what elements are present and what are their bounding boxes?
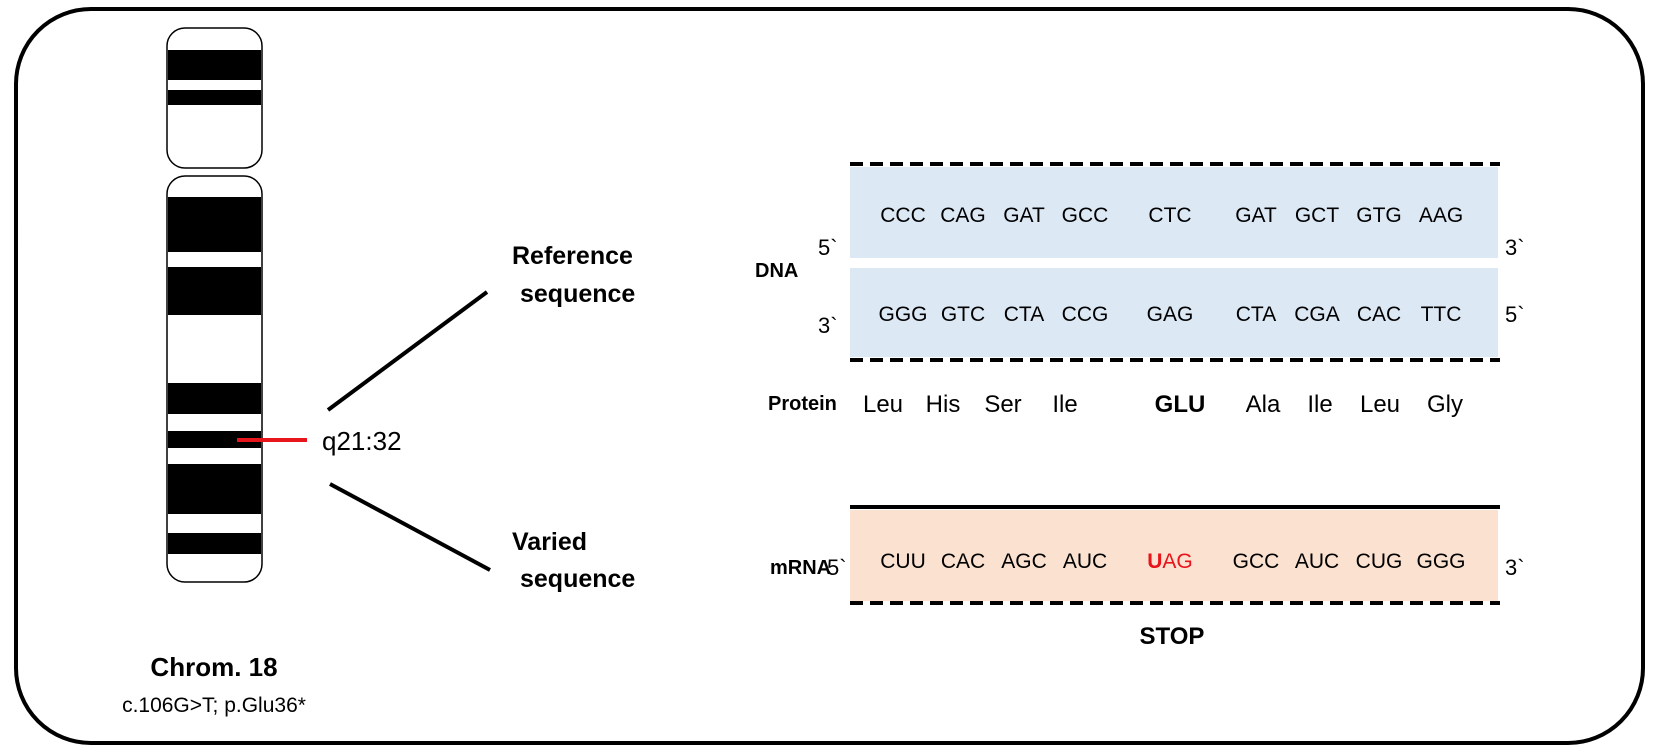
dna-top-codon: GAT xyxy=(1235,204,1277,227)
protein-residue: Leu xyxy=(863,391,903,418)
chromosome-band xyxy=(168,464,261,514)
protein-residue: Leu xyxy=(1360,391,1400,418)
dna-top-codon: GCC xyxy=(1062,204,1109,227)
chromosome-band xyxy=(168,383,261,414)
dna-top-codon: CTC xyxy=(1148,204,1191,227)
mrna-codon: CUU xyxy=(880,550,926,573)
chromosome-band xyxy=(168,431,261,448)
protein-residue: His xyxy=(926,391,961,418)
varied-label-1: Varied xyxy=(512,528,587,556)
dna-bottom-5prime: 5` xyxy=(1505,302,1525,327)
protein-label: Protein xyxy=(768,393,837,415)
chromosome-band xyxy=(168,90,261,105)
mutated-rest: AG xyxy=(1162,550,1192,573)
dna-bottom-codon: CAC xyxy=(1357,303,1401,326)
protein-residue: Gly xyxy=(1427,391,1463,418)
chromosome-band xyxy=(168,50,261,80)
dna-bottom-codon: CTA xyxy=(1004,303,1044,326)
mrna-box xyxy=(850,510,1498,601)
dna-bottom-codon: GAG xyxy=(1147,303,1194,326)
mrna-5prime: 5` xyxy=(827,555,847,580)
mutated-base: U xyxy=(1147,550,1162,573)
mrna-codon: GCC xyxy=(1233,550,1280,573)
dna-top-codon: GCT xyxy=(1295,204,1340,227)
dna-top-codon: CCC xyxy=(880,204,926,227)
dna-bottom-codon: GGG xyxy=(878,303,927,326)
dna-bottom-box xyxy=(850,268,1498,357)
dna-bottom-codon: CGA xyxy=(1294,303,1340,326)
mrna-3prime: 3` xyxy=(1505,555,1525,580)
protein-residue: GLU xyxy=(1155,391,1206,418)
dna-bottom-codon: GTC xyxy=(941,303,985,326)
chromosome-ideogram xyxy=(166,27,263,583)
protein-residue: Ile xyxy=(1307,391,1332,418)
chromosome-name: Chrom. 18 xyxy=(150,652,277,682)
reference-connector xyxy=(326,290,489,412)
dna-bottom-3prime: 3` xyxy=(818,313,838,338)
protein-residue: Ile xyxy=(1052,391,1077,418)
protein-residue: Ser xyxy=(984,391,1021,418)
mutated-codon: UAG xyxy=(1147,550,1193,573)
chromosome-band xyxy=(168,533,261,554)
mrna-label: mRNA xyxy=(770,557,831,579)
variant-notation: c.106G>T; p.Glu36* xyxy=(122,694,306,717)
stop-label: STOP xyxy=(1140,623,1205,650)
chromosome-band xyxy=(168,197,261,252)
mrna-codon: AGC xyxy=(1001,550,1047,573)
dna-bottom-codon: CTA xyxy=(1236,303,1276,326)
varied-label-2: sequence xyxy=(520,565,635,593)
protein-residue: Ala xyxy=(1246,391,1281,418)
dna-bottom-codon: TTC xyxy=(1421,303,1462,326)
dna-top-codon: GAT xyxy=(1003,204,1045,227)
reference-label-1: Reference xyxy=(512,242,633,270)
mrna-codon: CAC xyxy=(941,550,985,573)
sequences: CCC CAG GAT GCC CTC GAT GCT GTG AAG GGG GTC CTA CCG G… xyxy=(863,204,1466,573)
mrna-codon: AUC xyxy=(1063,550,1107,573)
dna-top-codon: CAG xyxy=(940,204,986,227)
dna-bottom-codon: CCG xyxy=(1062,303,1109,326)
mrna-codon: AUC xyxy=(1295,550,1339,573)
mrna-codon: CUG xyxy=(1356,550,1403,573)
dna-top-codon: GTG xyxy=(1356,204,1402,227)
dna-top-codon: AAG xyxy=(1419,204,1463,227)
dna-top-box xyxy=(850,167,1498,258)
dna-top-3prime: 3` xyxy=(1505,235,1525,260)
dna-top-5prime: 5` xyxy=(818,235,838,260)
mrna-codon: GGG xyxy=(1416,550,1465,573)
varied-connector xyxy=(329,482,491,572)
reference-label-2: sequence xyxy=(520,280,635,308)
chromosome-band xyxy=(168,267,261,315)
locus-label: q21:32 xyxy=(322,426,402,456)
dna-label: DNA xyxy=(755,260,798,282)
